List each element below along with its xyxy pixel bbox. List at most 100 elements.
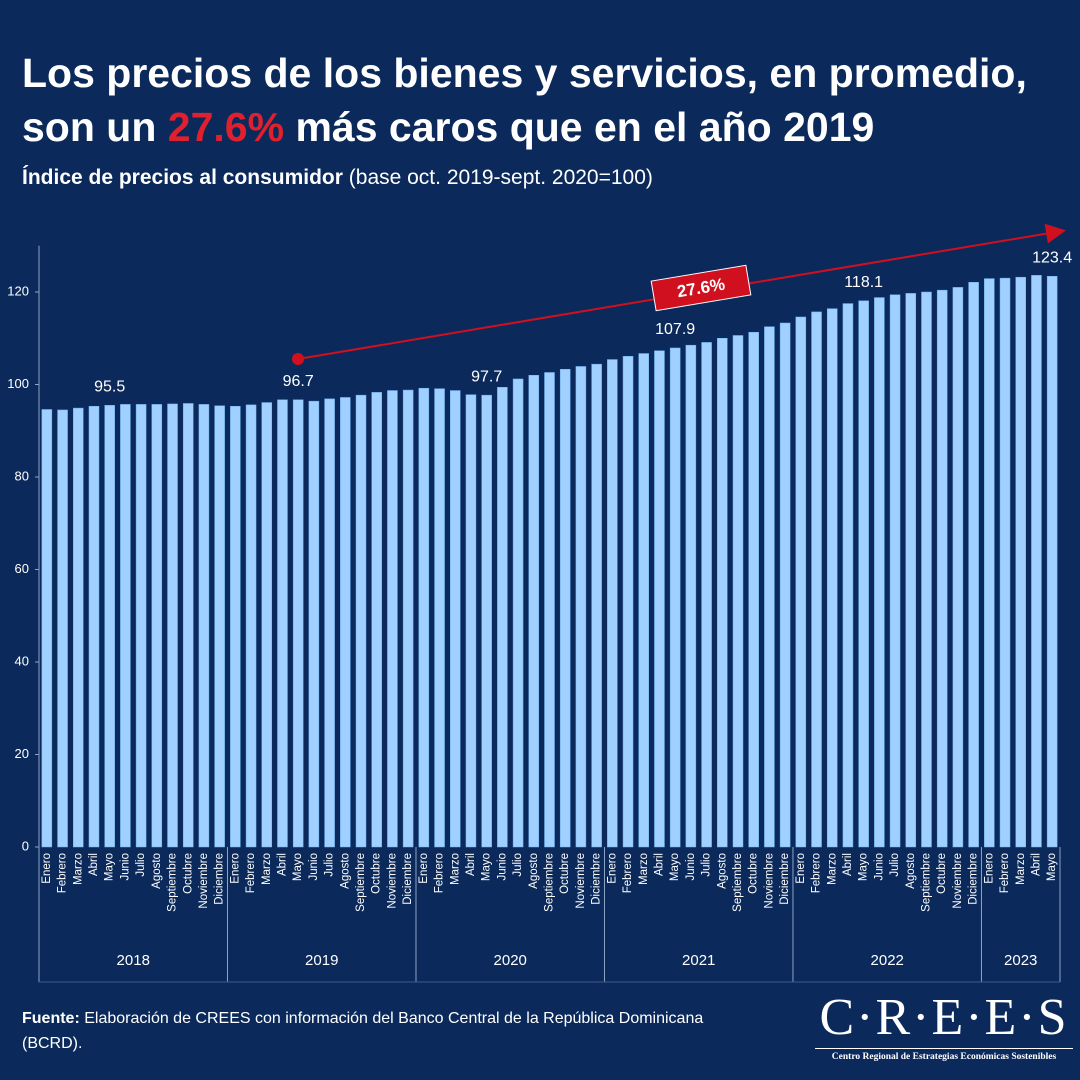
x-tick-label: Febrero [999, 853, 1011, 893]
bar [151, 404, 163, 848]
x-tick-label: Agosto [339, 853, 351, 889]
bar [308, 400, 320, 848]
bar [968, 282, 979, 848]
bar [135, 404, 147, 848]
subtitle: Índice de precios al consumidor (base oc… [22, 166, 653, 190]
x-tick-label: Agosto [151, 853, 163, 889]
x-tick-label: Noviembre [952, 853, 964, 909]
bar [748, 331, 759, 848]
bar [371, 392, 382, 848]
x-tick-label: Marzo [449, 853, 461, 885]
x-tick-label: Enero [229, 853, 241, 884]
bar [497, 387, 508, 848]
y-tick-label: 80 [15, 468, 29, 483]
bar [261, 402, 273, 848]
x-tick-label: Junio [873, 853, 885, 881]
bar [936, 289, 948, 848]
source-bold: Fuente: [22, 1010, 80, 1027]
logo-text: C·R·E·E·S [819, 989, 1069, 1046]
bar [622, 356, 634, 848]
bar [669, 347, 681, 848]
bar [889, 294, 901, 848]
x-tick-label: Agosto [905, 853, 917, 889]
bar [701, 342, 712, 848]
bar [905, 293, 917, 848]
title-text: son un [22, 104, 157, 150]
bar [591, 363, 602, 848]
bar [104, 405, 115, 848]
y-tick-label: 120 [7, 283, 29, 298]
x-tick-label: Junio [119, 853, 131, 881]
value-label: 97.7 [471, 368, 502, 385]
x-tick-label: Marzo [826, 853, 838, 885]
source: Fuente: Elaboración de CREES con informa… [22, 1006, 722, 1056]
bar [465, 394, 477, 848]
x-tick-label: Noviembre [198, 853, 210, 909]
y-tick-label: 20 [15, 746, 29, 761]
bar [481, 394, 492, 848]
bar [1046, 276, 1058, 848]
x-tick-label: Diciembre [591, 853, 603, 905]
bar [779, 322, 791, 848]
x-tick-label: Mayo [1046, 853, 1058, 881]
bar [120, 404, 131, 848]
bar [214, 405, 225, 848]
x-tick-label: Marzo [1015, 853, 1027, 885]
value-label: 118.1 [844, 274, 883, 291]
group-label: 2019 [305, 952, 338, 969]
title-highlight: 27.6% [167, 104, 285, 150]
group-label: 2022 [871, 952, 904, 969]
x-tick-label: Febrero [622, 853, 634, 893]
value-label: 123.4 [1032, 249, 1072, 266]
x-tick-label: Marzo [638, 853, 650, 885]
x-tick-label: Julio [512, 853, 524, 877]
x-tick-label: Octubre [559, 853, 571, 894]
bar [1015, 276, 1026, 848]
bar [544, 372, 555, 848]
x-tick-label: Octubre [748, 853, 760, 894]
x-tick-label: Septiembre [732, 853, 744, 912]
title-text: más caros que en el año 2019 [295, 104, 875, 150]
bar [230, 405, 241, 848]
x-tick-label: Abril [465, 853, 477, 876]
x-tick-label: Abril [1030, 853, 1042, 876]
annotation-box [650, 264, 752, 312]
x-tick-label: Agosto [528, 853, 540, 889]
x-tick-label: Mayo [292, 853, 304, 881]
logo: C·R·E·E·S Centro Regional de Estrategias … [815, 990, 1073, 1062]
x-tick-label: Diciembre [779, 853, 791, 905]
x-tick-label: Diciembre [968, 853, 980, 905]
value-label: 107.9 [655, 321, 695, 338]
x-tick-label: Mayo [481, 853, 493, 881]
bar [182, 403, 194, 848]
x-tick-label: Junio [496, 853, 508, 881]
bar [402, 389, 414, 848]
bar [340, 397, 351, 848]
x-tick-label: Julio [135, 853, 147, 877]
value-label: 96.7 [283, 373, 314, 390]
x-tick-label: Diciembre [402, 853, 414, 905]
bar [355, 394, 367, 848]
bar [512, 378, 524, 848]
bar [387, 390, 398, 848]
bar [418, 387, 430, 848]
x-tick-label: Enero [606, 853, 618, 884]
x-tick-label: Julio [324, 853, 336, 877]
x-tick-label: Abril [88, 853, 100, 876]
bar [450, 390, 461, 848]
source-text: Elaboración de CREES con información del… [22, 1010, 704, 1052]
bar [638, 353, 649, 848]
bar [984, 278, 995, 848]
x-tick-label: Abril [842, 853, 854, 876]
x-tick-label: Enero [795, 853, 807, 884]
x-tick-label: Junio [685, 853, 697, 881]
bar [198, 404, 210, 848]
x-tick-label: Febrero [245, 853, 257, 893]
subtitle-bold: Índice de precios al consumidor [22, 166, 343, 189]
title-line: Los precios de los bienes y servicios, e… [22, 50, 1027, 96]
x-tick-label: Abril [277, 853, 289, 876]
bar [1031, 275, 1042, 848]
x-tick-label: Febrero [811, 853, 823, 893]
bar [999, 277, 1011, 848]
